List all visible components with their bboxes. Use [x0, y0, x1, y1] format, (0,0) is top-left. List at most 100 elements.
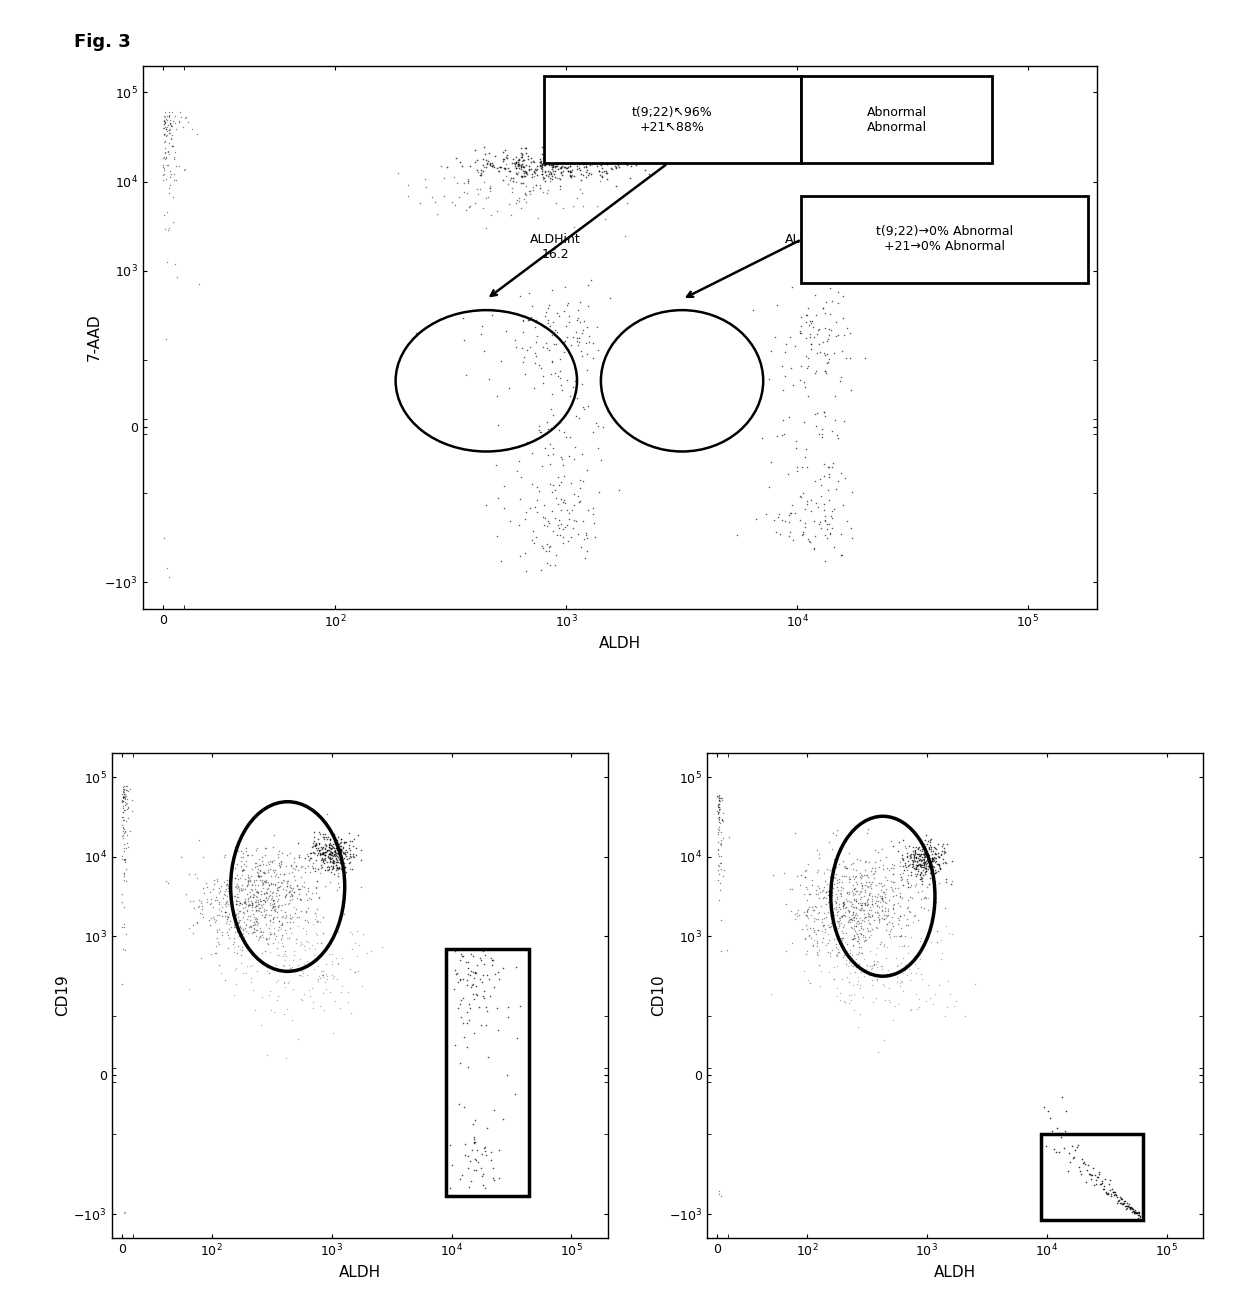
Point	[309, 840, 329, 861]
Point	[258, 852, 278, 872]
Point	[577, 333, 596, 354]
Point	[784, 375, 804, 396]
Point	[618, 193, 637, 214]
Point	[588, 339, 608, 360]
Point	[322, 950, 342, 971]
Point	[909, 988, 929, 1009]
Point	[115, 848, 135, 869]
Point	[831, 905, 851, 926]
Point	[924, 994, 944, 1015]
Point	[532, 144, 552, 165]
Point	[275, 879, 295, 900]
Point	[833, 914, 853, 935]
Point	[918, 975, 937, 996]
Point	[557, 295, 577, 316]
Point	[327, 858, 347, 879]
Point	[827, 943, 847, 964]
Point	[115, 924, 135, 945]
Point	[444, 166, 464, 187]
Point	[864, 863, 884, 884]
Point	[827, 892, 847, 913]
Point	[269, 910, 289, 931]
Point	[523, 532, 543, 553]
Point	[868, 907, 888, 927]
Point	[270, 914, 290, 935]
Point	[157, 106, 177, 127]
Point	[340, 837, 360, 858]
Point	[114, 781, 134, 802]
Point	[830, 935, 849, 956]
Point	[464, 1127, 484, 1148]
Point	[553, 491, 573, 512]
Point	[906, 984, 926, 1005]
Point	[249, 893, 269, 914]
Point	[551, 375, 570, 396]
Point	[559, 445, 579, 466]
Point	[246, 910, 265, 931]
Point	[822, 882, 842, 903]
Point	[559, 165, 579, 186]
Point	[838, 909, 858, 930]
Point	[813, 297, 833, 318]
Point	[877, 937, 897, 958]
Point	[314, 827, 334, 848]
Point	[910, 930, 930, 951]
Point	[914, 855, 934, 876]
Point	[815, 914, 835, 935]
Point	[295, 862, 315, 883]
Point	[239, 917, 259, 938]
Point	[159, 567, 179, 588]
Point	[815, 510, 835, 531]
Point	[327, 846, 347, 867]
Point	[156, 118, 176, 139]
Point	[227, 920, 247, 941]
Point	[477, 153, 497, 174]
Point	[906, 963, 926, 984]
Point	[552, 161, 572, 182]
Point	[904, 845, 924, 866]
Point	[925, 842, 945, 863]
Point	[241, 886, 260, 907]
Point	[260, 858, 280, 879]
Point	[826, 385, 846, 406]
Point	[869, 896, 889, 917]
Point	[156, 117, 176, 138]
Point	[255, 929, 275, 950]
Point	[554, 489, 574, 510]
Point	[807, 935, 827, 956]
Point	[247, 900, 267, 921]
Point	[837, 934, 857, 955]
Point	[796, 943, 816, 964]
Point	[186, 863, 206, 884]
Point	[848, 971, 868, 992]
Point	[873, 886, 893, 907]
Point	[609, 157, 629, 178]
Point	[475, 981, 495, 1002]
Point	[552, 165, 572, 186]
Point	[249, 897, 269, 918]
Point	[1078, 1159, 1097, 1180]
Point	[312, 844, 332, 865]
Point	[888, 908, 908, 929]
Point	[563, 377, 583, 398]
Point	[919, 838, 939, 859]
Point	[815, 871, 835, 892]
Point	[548, 153, 568, 174]
Point	[278, 972, 298, 993]
Point	[543, 148, 563, 169]
Point	[823, 956, 843, 977]
Point	[165, 113, 185, 134]
Point	[583, 504, 603, 525]
Point	[304, 948, 324, 969]
Point	[818, 924, 838, 945]
Point	[553, 527, 573, 548]
Point	[808, 859, 828, 880]
Point	[249, 849, 269, 870]
Point	[854, 882, 874, 903]
Point	[776, 893, 796, 914]
Point	[516, 191, 536, 212]
Point	[924, 848, 944, 869]
Point	[278, 876, 298, 897]
Point	[759, 477, 779, 498]
Point	[477, 964, 497, 985]
